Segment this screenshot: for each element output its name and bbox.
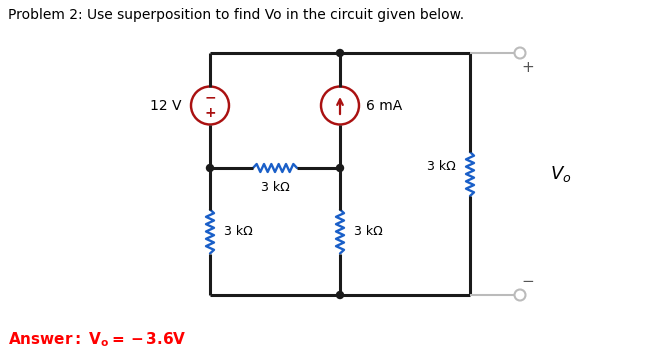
Text: 12 V: 12 V bbox=[150, 98, 182, 112]
Circle shape bbox=[336, 291, 344, 299]
Circle shape bbox=[336, 164, 344, 171]
Circle shape bbox=[207, 164, 213, 171]
Text: $\mathbf{Answer:\ V_o = -3.6V}$: $\mathbf{Answer:\ V_o = -3.6V}$ bbox=[8, 331, 187, 349]
Text: 3 kΩ: 3 kΩ bbox=[427, 160, 456, 173]
Text: Problem 2: Use superposition to find Vo in the circuit given below.: Problem 2: Use superposition to find Vo … bbox=[8, 8, 464, 22]
Text: $V_o$: $V_o$ bbox=[550, 164, 572, 184]
Circle shape bbox=[336, 49, 344, 57]
Text: +: + bbox=[521, 59, 534, 74]
Text: −: − bbox=[521, 274, 534, 289]
Text: 6 mA: 6 mA bbox=[366, 98, 402, 112]
Text: 3 kΩ: 3 kΩ bbox=[354, 225, 382, 238]
Text: −: − bbox=[204, 91, 216, 105]
Text: +: + bbox=[204, 106, 216, 121]
Text: 3 kΩ: 3 kΩ bbox=[260, 181, 289, 194]
Text: 3 kΩ: 3 kΩ bbox=[224, 225, 253, 238]
